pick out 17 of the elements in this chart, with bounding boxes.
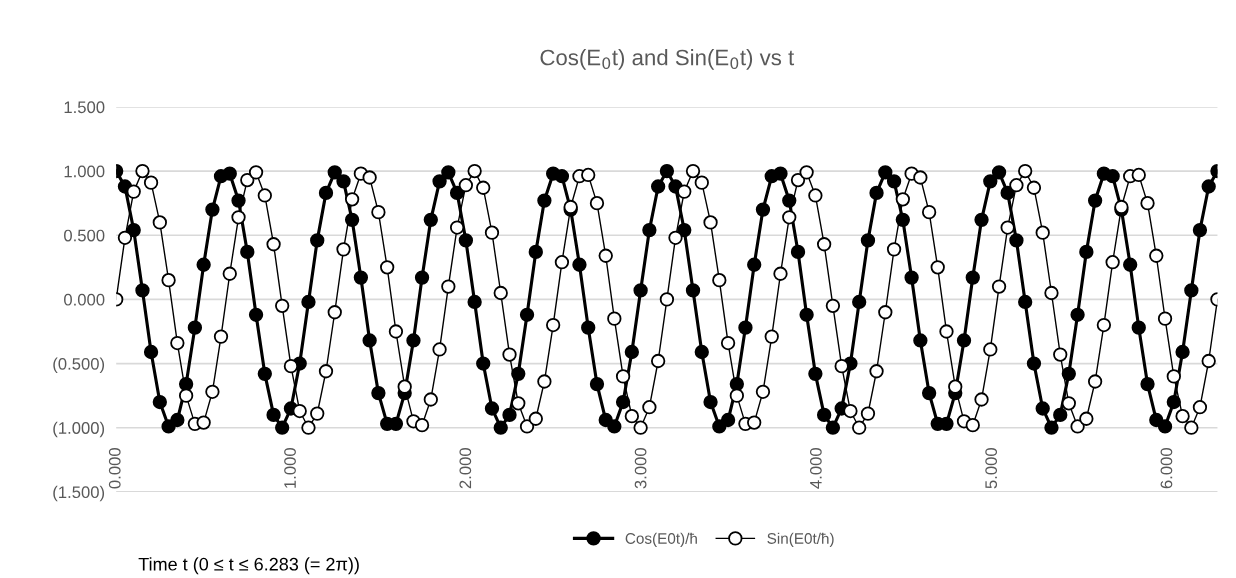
x-tick-label: 6.000 (1160, 448, 1173, 489)
x-tick-label: 3.000 (634, 448, 647, 489)
y-tick-label: (0.500) (53, 357, 105, 374)
x-tick-label: 2.000 (459, 448, 472, 489)
y-tick-label: 1.000 (64, 165, 105, 178)
x-tick-label: 1.000 (284, 448, 296, 488)
y-tick-label: 0.500 (64, 229, 105, 242)
x-axis-title: Time t (0 ≤ t ≤ 6.283 (= 2π)) (138, 557, 359, 575)
y-tick-label: 1.500 (64, 101, 105, 114)
chart-title: Cos(E$_{0}$t) and Sin(E$_{0}$t) vs t (540, 49, 795, 70)
legend-label: Cos(E0t)/ħ (625, 532, 697, 547)
y-tick-label: (1.000) (53, 421, 105, 438)
x-tick-label: 4.000 (809, 448, 822, 489)
legend-label: Sin(E0t/ħ) (767, 532, 834, 547)
x-tick-label: 5.000 (985, 448, 998, 489)
y-tick-label: (1.500) (53, 485, 105, 502)
y-tick-label: 0.000 (64, 293, 105, 306)
